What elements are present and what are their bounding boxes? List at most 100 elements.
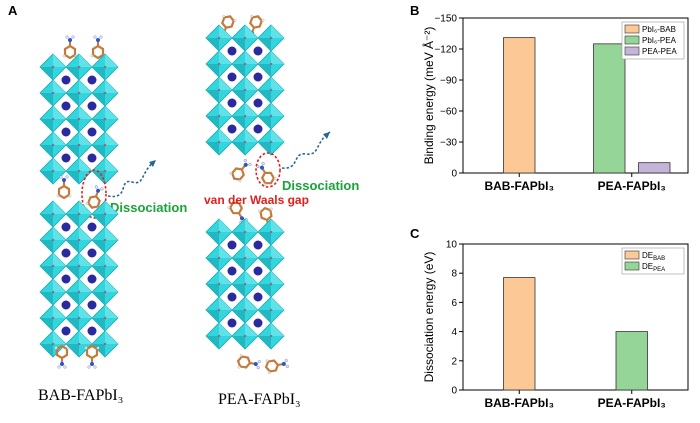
- bab-lower-octahedron: [39, 304, 67, 332]
- bab-lower-cation: [87, 300, 97, 310]
- bab-upper-cation: [61, 127, 71, 137]
- bab-upper-octahedron: [65, 131, 93, 159]
- dissociation-category-label: PEA-FAPbI₃: [598, 396, 666, 410]
- pea-arrowhead-icon: [323, 132, 330, 139]
- pea-upper-cation: [253, 124, 263, 134]
- bab-dissociation-label: Dissociation: [110, 200, 187, 215]
- pea-upper-octahedron: [257, 102, 285, 130]
- panel-c: C 0 2 4 6 8 10 Dissociation energy (eV) BAB-FAP…: [410, 226, 689, 410]
- pea-dissociation-arrow: [281, 131, 331, 169]
- bab-lower-octahedron: [65, 252, 93, 280]
- panel-c-letter: C: [410, 226, 420, 241]
- bab-lower-octahedron: [91, 226, 119, 254]
- pea-upper-octahedron: [231, 50, 259, 78]
- pea-lower-octahedron: [231, 270, 259, 298]
- bab-upper-cation: [61, 75, 71, 85]
- pea-upper-cation: [253, 46, 263, 56]
- bab-lower-cation: [87, 222, 97, 232]
- pea-upper-octahedron: [231, 102, 259, 130]
- pea-upper-cation: [227, 72, 237, 82]
- binding-category-label: PEA-FAPbI₃: [598, 179, 666, 193]
- binding-legend-swatch: [624, 24, 640, 34]
- pea-upper-octahedron: [205, 128, 233, 156]
- bab-lower-octahedron: [91, 304, 119, 332]
- bab-lower-octahedron: [39, 226, 67, 254]
- pea-lower-octahedron: [231, 244, 259, 272]
- dissociation-plot-frame: [462, 243, 689, 391]
- panel-a-letter: A: [8, 3, 18, 18]
- binding-legend-label: PbI₆-PEA: [642, 36, 677, 45]
- dissociation-y-tick-label: 4: [451, 327, 457, 338]
- vdw-gap-label: van der Waals gap: [204, 193, 309, 207]
- dissociation-y-tick-label: 10: [446, 240, 458, 251]
- dissociation-y-tick-label: 2: [451, 356, 457, 367]
- bab-lower-cation: [87, 326, 97, 336]
- pea-lower-octahedron: [205, 322, 233, 350]
- binding-legend-swatch: [624, 35, 640, 45]
- pea-lower-octahedron: [231, 322, 259, 350]
- binding-legend-label: PbI₆-BAB: [642, 25, 676, 34]
- binding-y-tick-label: −90: [440, 76, 457, 87]
- binding-y-tick-label: 0: [451, 169, 457, 180]
- bab-dissociation-arrow: [107, 159, 157, 198]
- pea-lower-octahedron: [257, 322, 285, 350]
- pea-perovskite-lower: [205, 218, 285, 350]
- pea-upper-cation: [227, 98, 237, 108]
- bab-upper-octahedron: [91, 79, 119, 107]
- bab-upper-cation: [61, 101, 71, 111]
- binding-y-tick-label: −150: [434, 14, 457, 25]
- bab-lower-octahedron: [39, 252, 67, 280]
- bab-dissociation-ellipse: [81, 169, 107, 219]
- binding-plot-frame: [462, 17, 689, 174]
- pea-upper-cation: [253, 98, 263, 108]
- bab-lower-octahedron: [65, 226, 93, 254]
- binding-bar: [503, 37, 536, 174]
- bab-upper-cation: [87, 75, 97, 85]
- pea-upper-octahedron: [205, 50, 233, 78]
- dissociation-energy-chart: 0 2 4 6 8 10 Dissociation energy (eV) BAB-FAPbI…: [422, 240, 689, 410]
- pea-structure: Dissociation van der Waals gap PEA-FAPbI…: [204, 12, 359, 408]
- bab-lower-octahedron: [39, 278, 67, 306]
- bab-upper-cation: [87, 127, 97, 137]
- bab-upper-octahedron: [65, 105, 93, 133]
- pea-lower-cation: [227, 240, 237, 250]
- bab-lower-cation: [87, 248, 97, 258]
- bab-lower-octahedron: [39, 200, 67, 228]
- bab-perovskite-lower: [39, 200, 119, 358]
- pea-upper-octahedron: [205, 102, 233, 130]
- dissociation-bar: [503, 277, 536, 391]
- bab-upper-octahedron: [65, 79, 93, 107]
- pea-lower-octahedron: [257, 244, 285, 272]
- dissociation-y-tick-label: 8: [451, 269, 457, 280]
- binding-bar: [638, 162, 671, 174]
- bab-upper-cation: [61, 153, 71, 163]
- pea-lower-octahedron: [231, 218, 259, 246]
- pea-dissociation-label: Dissociation: [282, 178, 359, 193]
- bab-upper-octahedron: [39, 79, 67, 107]
- bab-lower-cation: [61, 248, 71, 258]
- dissociation-legend-swatch: [624, 250, 640, 260]
- pea-dissociation-ellipse: [255, 152, 281, 188]
- pea-lower-octahedron: [205, 270, 233, 298]
- bab-perovskite-upper: [39, 53, 119, 185]
- dissociation-legend-label: DEPEA: [642, 262, 665, 273]
- bab-lower-cation: [61, 274, 71, 284]
- binding-y-tick-label: −30: [440, 138, 457, 149]
- pea-perovskite-upper: [205, 24, 285, 156]
- bab-upper-octahedron: [65, 157, 93, 185]
- pea-upper-octahedron: [205, 24, 233, 52]
- dissociation-bar: [615, 331, 648, 391]
- bab-lower-octahedron: [39, 330, 67, 358]
- bab-upper-octahedron: [39, 105, 67, 133]
- bab-lower-octahedron: [91, 278, 119, 306]
- bab-lower-cation: [61, 300, 71, 310]
- pea-lower-octahedron: [257, 218, 285, 246]
- bab-structure-label: BAB-FAPbI₃: [38, 387, 123, 404]
- bab-upper-octahedron: [91, 105, 119, 133]
- panel-b: B 0 −30 −60 −90 −120 −150 Binding energy (meV …: [410, 3, 689, 193]
- pea-lower-octahedron: [205, 296, 233, 324]
- bab-structure: Dissociation BAB-FAPbI₃: [38, 34, 187, 404]
- dissociation-legend-label: DEBAB: [642, 251, 665, 262]
- binding-legend-swatch: [624, 46, 640, 56]
- pea-lower-octahedron: [205, 244, 233, 272]
